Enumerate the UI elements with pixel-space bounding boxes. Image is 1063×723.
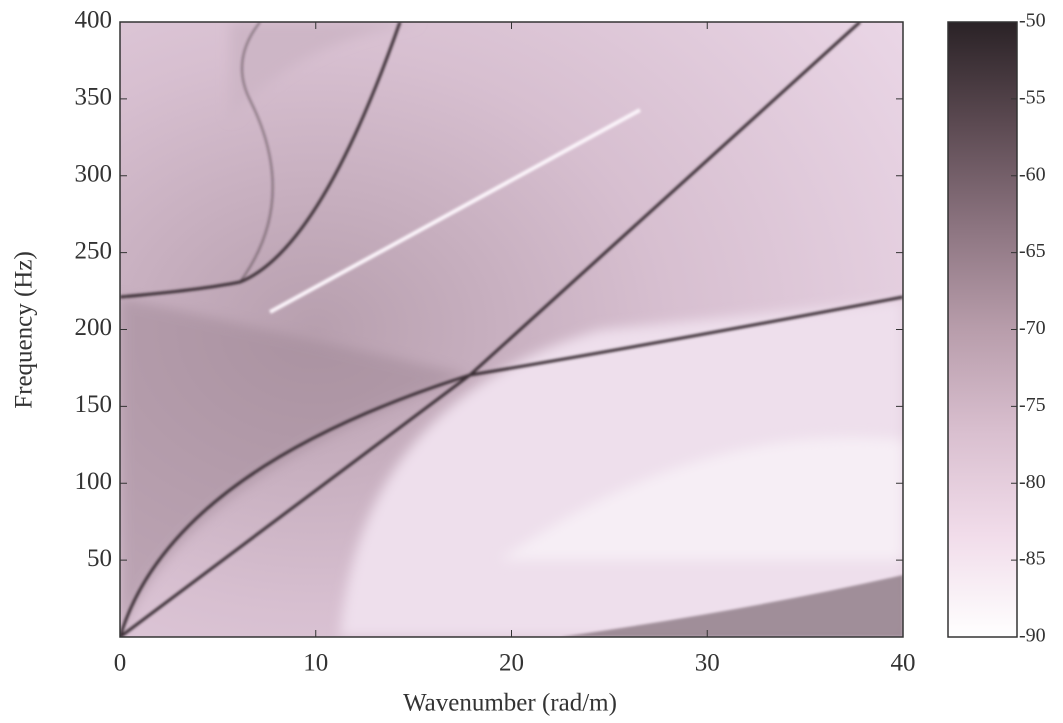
heatmap-image xyxy=(120,22,903,637)
chart: 0 10 20 30 40 50 100 150 200 250 300 350 400 Wavenum… xyxy=(0,0,1063,723)
x-tick-label: 30 xyxy=(695,650,720,677)
colorbar-tick-label: -65 xyxy=(1019,240,1046,262)
y-tick-label: 250 xyxy=(75,237,113,264)
colorbar-tick-label: -70 xyxy=(1019,317,1046,339)
y-tick-label: 400 xyxy=(75,7,113,34)
y-axis-label: Frequency (Hz) xyxy=(11,251,38,409)
x-tick-label: 40 xyxy=(891,650,916,677)
colorbar-tick-label: -55 xyxy=(1019,86,1046,108)
x-tick-label: 10 xyxy=(303,650,328,677)
y-tick-label: 150 xyxy=(75,391,113,418)
x-axis-label: Wavenumber (rad/m) xyxy=(403,690,617,717)
colorbar-tick-label: -90 xyxy=(1019,625,1046,647)
colorbar xyxy=(948,22,1017,637)
colorbar-tick-label: -85 xyxy=(1019,548,1046,570)
y-tick-label: 350 xyxy=(75,84,113,111)
colorbar-tick-label: -50 xyxy=(1019,10,1046,32)
colorbar-tick-label: -75 xyxy=(1019,394,1046,416)
colorbar-tick-label: -80 xyxy=(1019,471,1046,493)
x-tick-label: 0 xyxy=(114,650,127,677)
colorbar-tick-label: -60 xyxy=(1019,163,1046,185)
y-tick-label: 200 xyxy=(75,314,113,341)
y-tick-label: 50 xyxy=(87,545,112,572)
y-tick-label: 100 xyxy=(75,468,113,495)
y-tick-label: 300 xyxy=(75,160,113,187)
x-tick-label: 20 xyxy=(499,650,524,677)
